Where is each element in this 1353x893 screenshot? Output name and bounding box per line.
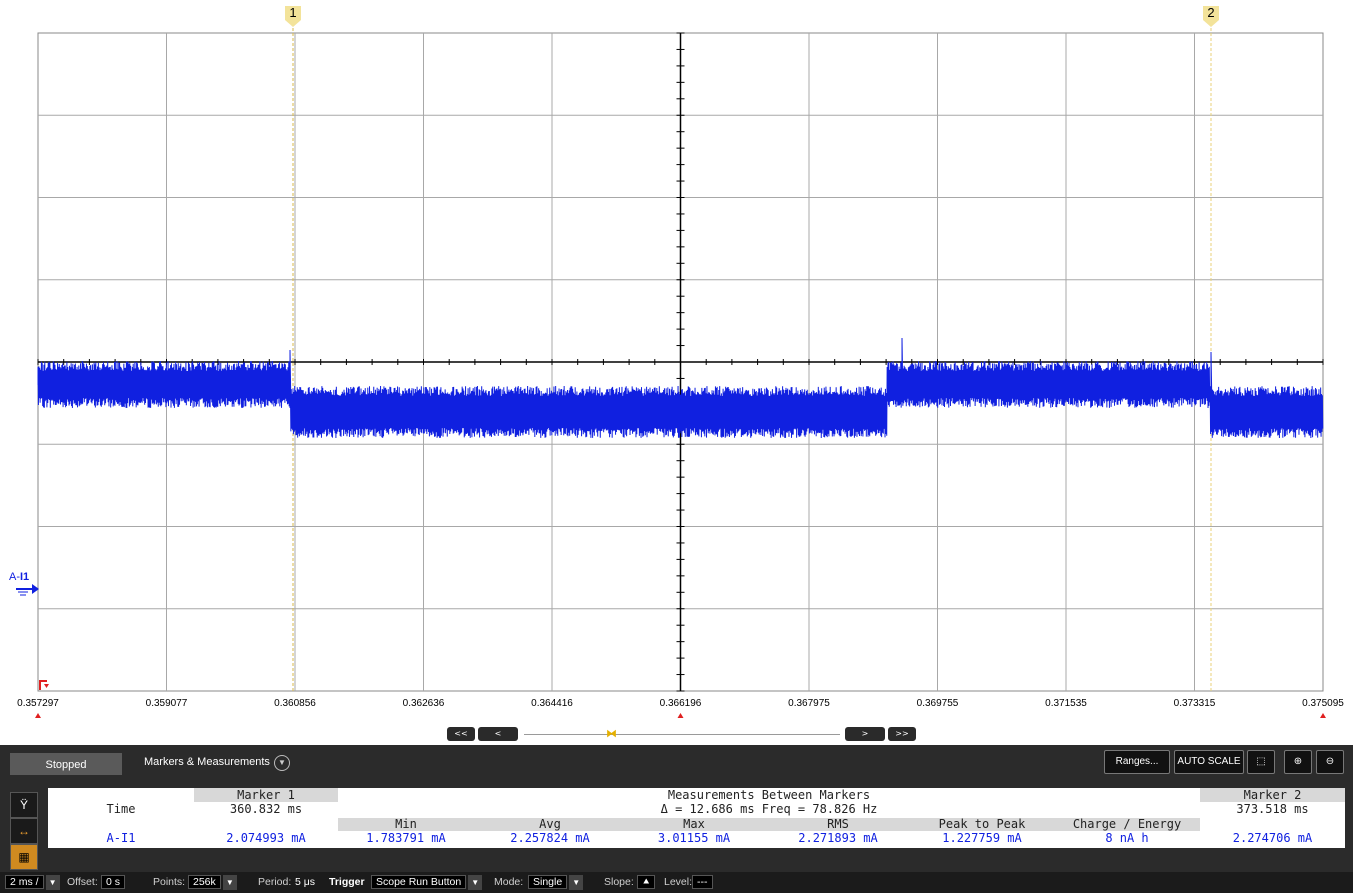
- x-tick-label: 0.359077: [145, 698, 188, 709]
- nav-next-button[interactable]: >: [845, 727, 885, 741]
- col-charge-energy: Charge / Energy: [1072, 817, 1182, 831]
- avg-value: 2.257824 mA: [510, 831, 590, 845]
- mode-value: Single: [528, 875, 568, 889]
- offset-label: Offset:: [67, 876, 98, 888]
- timebase-select[interactable]: 2 ms / ▼: [5, 875, 60, 890]
- marker-lines[interactable]: [292, 28, 1212, 691]
- zoom-out-icon[interactable]: ⊖: [1316, 750, 1344, 774]
- points-dropdown-icon[interactable]: ▼: [222, 875, 237, 890]
- markers-measurements-label: Markers & Measurements: [144, 756, 270, 768]
- trigger-select[interactable]: Scope Run Button ▼: [371, 875, 483, 890]
- offset-value: 0 s: [101, 875, 126, 889]
- signal-trace: [37, 337, 1324, 439]
- axis-marker-arrow-icon: [1320, 713, 1326, 718]
- x-tick-label: 0.364416: [531, 698, 573, 709]
- x-tick-label: 0.366196: [659, 698, 702, 709]
- zoom-box-icon[interactable]: ⬚: [1247, 750, 1275, 774]
- period-label: Period:: [258, 876, 292, 888]
- nav-scroll-track[interactable]: [524, 734, 840, 735]
- run-status-button[interactable]: Stopped: [10, 753, 122, 775]
- x-tick-label: 0.367975: [788, 698, 830, 709]
- control-panel: Stopped Markers & Measurements ▼ Ranges..…: [0, 745, 1353, 893]
- axis-marker-arrow-icon: [35, 713, 41, 718]
- slope-label: Slope:: [604, 876, 634, 888]
- col-max: Max: [683, 817, 705, 831]
- slope-rising-icon[interactable]: ⯅: [637, 875, 656, 890]
- timebase-value: 2 ms /: [5, 875, 44, 889]
- nav-prev-button[interactable]: <: [478, 727, 518, 741]
- marker-2-header: Marker 2: [1200, 788, 1345, 802]
- mode-label: Mode:: [494, 876, 524, 888]
- level-value: ---: [692, 875, 713, 889]
- mode-select[interactable]: Single ▼: [528, 875, 584, 890]
- time-navigation: << < ⧓ > >>: [0, 727, 1353, 743]
- x-tick-label: 0.373315: [1173, 698, 1216, 709]
- marker-2-time: 373.518 ms: [1236, 802, 1309, 816]
- probe-icon[interactable]: Ϋ: [10, 792, 38, 818]
- col-peak-to-peak: Peak to Peak: [938, 817, 1026, 831]
- nav-first-button[interactable]: <<: [447, 727, 475, 741]
- marker-1-flag[interactable]: 1: [285, 6, 301, 27]
- marker-1-label: 1: [285, 6, 301, 20]
- status-bar: 2 ms / ▼ Offset: 0 s Points: 256k ▼ Period…: [0, 872, 1353, 893]
- marker-2-value: 2.274706 mA: [1232, 831, 1313, 845]
- scope-display[interactable]: 0.357297 0.359077 0.360856 0.362636 0.364416…: [0, 0, 1353, 745]
- marker-1-time: 360.832 ms: [229, 802, 303, 816]
- chevron-down-icon[interactable]: ▼: [273, 755, 290, 771]
- points-label: Points:: [153, 876, 186, 888]
- marker-1-value: 2.074993 mA: [226, 831, 306, 845]
- trigger-icon[interactable]: [38, 679, 50, 691]
- stats-header-bg: [338, 818, 1200, 831]
- markers-measurements-toggle[interactable]: Markers & Measurements ▼: [144, 755, 290, 771]
- channel-prefix: A-: [9, 571, 20, 583]
- measurement-grid-icon[interactable]: ▦: [10, 844, 38, 870]
- col-rms: RMS: [827, 817, 849, 831]
- marker-1-header: Marker 1: [194, 788, 338, 802]
- channel-row-label: A-I1: [106, 831, 136, 845]
- trigger-value: Scope Run Button: [371, 875, 467, 889]
- max-value: 3.01155 mA: [657, 831, 731, 845]
- axis-marker-arrow-icon: [677, 713, 684, 718]
- mode-dropdown-icon[interactable]: ▼: [569, 875, 584, 890]
- scope-plot[interactable]: [0, 0, 1353, 745]
- x-tick-label: 0.362636: [402, 698, 445, 709]
- marker-span-icon[interactable]: ↔: [10, 818, 38, 844]
- trigger-dropdown-icon[interactable]: ▼: [468, 875, 483, 890]
- x-tick-label: 0.369755: [916, 698, 959, 709]
- peak-to-peak-value: 1.227759 mA: [942, 831, 1022, 845]
- between-markers-header: Measurements Between Markers: [667, 788, 871, 802]
- nav-scroll-thumb-icon[interactable]: ⧓: [606, 728, 617, 740]
- points-value: 256k: [188, 875, 221, 889]
- x-tick-label: 0.375095: [1302, 698, 1344, 709]
- delta-freq: Δ = 12.686 ms Freq = 78.826 Hz: [660, 802, 878, 816]
- offset-field[interactable]: 0 s: [101, 875, 126, 890]
- col-avg: Avg: [539, 817, 561, 831]
- ranges-button[interactable]: Ranges...: [1104, 750, 1170, 774]
- level-field[interactable]: ---: [692, 875, 713, 890]
- x-tick-label: 0.357297: [17, 698, 59, 709]
- channel-label[interactable]: A-I1: [9, 571, 29, 583]
- x-tick-label: 0.360856: [274, 698, 316, 709]
- trigger-label: Trigger: [329, 876, 365, 888]
- auto-scale-button[interactable]: AUTO SCALE: [1174, 750, 1244, 774]
- zoom-in-icon[interactable]: ⊕: [1284, 750, 1312, 774]
- channel-name: I1: [20, 571, 30, 583]
- points-select[interactable]: 256k ▼: [188, 875, 237, 890]
- marker-2-flag[interactable]: 2: [1203, 6, 1219, 27]
- x-tick-label: 0.371535: [1045, 698, 1087, 709]
- timebase-dropdown-icon[interactable]: ▼: [45, 875, 60, 890]
- min-value: 1.783791 mA: [366, 831, 446, 845]
- level-label: Level:: [664, 876, 693, 888]
- period-value: 5 μs: [295, 876, 316, 888]
- measurements-table: Marker 1 Measurements Between Markers Ma…: [48, 788, 1345, 848]
- charge-energy-value: 8 nA h: [1105, 831, 1149, 845]
- col-min: Min: [395, 817, 417, 831]
- plot-axes: [37, 32, 1324, 692]
- time-row-label: Time: [106, 802, 136, 816]
- rms-value: 2.271893 mA: [798, 831, 878, 845]
- marker-2-label: 2: [1203, 6, 1219, 20]
- nav-last-button[interactable]: >>: [888, 727, 916, 741]
- channel-ground-arrow-icon[interactable]: [14, 583, 40, 599]
- axis-arrows: [35, 713, 1326, 718]
